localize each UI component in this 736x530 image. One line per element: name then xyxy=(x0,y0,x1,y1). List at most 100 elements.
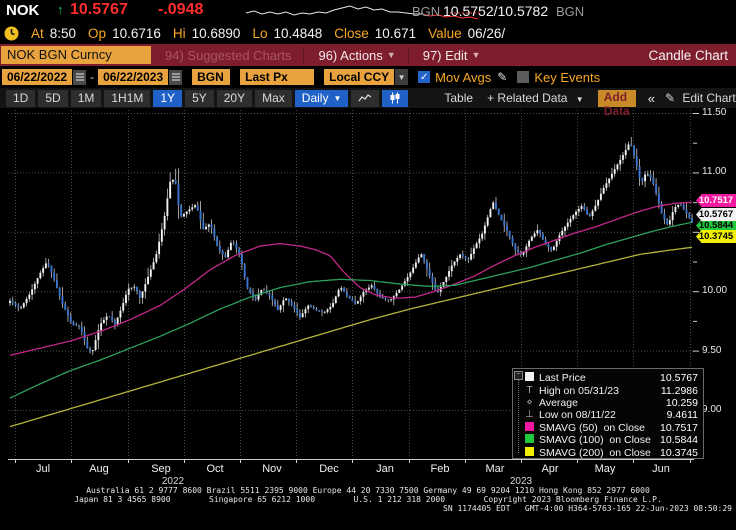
period-20y-button[interactable]: 20Y xyxy=(216,89,253,107)
menu-separator xyxy=(407,47,409,63)
actions-menu[interactable]: 96) Actions xyxy=(318,47,383,63)
legend-rail xyxy=(518,374,519,453)
legend-swatch-icon xyxy=(523,434,536,446)
suggested-charts-item[interactable]: 94) Suggested Charts xyxy=(165,47,292,63)
last-price: 10.5767 xyxy=(70,1,128,18)
footer-session-line: SN 1174405 EDT GMT-4:00 H364-5763-165 22… xyxy=(443,504,732,513)
footer: Australia 61 2 9777 8600 Brazil 5511 239… xyxy=(0,486,736,513)
legend-row[interactable]: Last Price 10.5767 xyxy=(513,372,703,384)
collapse-chevrons[interactable]: « xyxy=(647,90,655,106)
candle-chart-button[interactable] xyxy=(382,89,409,107)
menu-bar: NOK BGN Curncy 94) Suggested Charts 96) … xyxy=(0,44,736,66)
line-chart-button[interactable] xyxy=(351,89,380,107)
legend-label: SMAVG (50) on Close xyxy=(539,421,646,434)
price-field[interactable]: Last Px xyxy=(240,69,315,85)
x-axis-month-label: Sep xyxy=(151,463,171,475)
value-label: Value xyxy=(428,25,462,41)
smavg100-price-tag: 10.5844 xyxy=(696,219,736,232)
legend-row[interactable]: ⊥ Low on 08/11/22 9.4611 xyxy=(513,409,703,421)
legend-row[interactable]: ⋄ Average 10.259 xyxy=(513,397,703,409)
legend-value: 10.3745 xyxy=(660,446,698,459)
calendar-icon[interactable] xyxy=(73,69,87,85)
calendar-icon[interactable] xyxy=(169,69,183,85)
high-label: Hi xyxy=(172,25,186,41)
period-max-button[interactable]: Max xyxy=(255,89,292,107)
ask-source-label: BGN xyxy=(556,4,585,19)
key-events-checkbox[interactable] xyxy=(517,71,530,83)
date-from-input[interactable]: 06/22/2022 xyxy=(2,69,73,85)
y-axis-tick-label: 9.50 xyxy=(702,345,722,356)
legend-label: High on 05/31/23 xyxy=(539,384,619,397)
source-field[interactable]: BGN xyxy=(192,69,231,85)
quote-bar: NOK ↑ 10.5767 -.0948 BGN 10.5752/10.5782… xyxy=(0,0,736,22)
fields-row: 06/22/2022 - 06/22/2023 BGN Last Px Loca… xyxy=(0,66,736,88)
close-value: 10.671 xyxy=(374,25,417,41)
period-1h1m-button[interactable]: 1H1M xyxy=(104,89,151,107)
period-1m-button[interactable]: 1M xyxy=(70,89,102,107)
legend-row[interactable]: T High on 05/31/23 11.2986 xyxy=(513,384,703,397)
period-1y-button[interactable]: 1Y xyxy=(153,89,183,107)
edit-pencil-icon: ✎ xyxy=(664,91,676,105)
mov-avgs-pencil-icon[interactable]: ✎ xyxy=(497,70,508,84)
currency-dropdown-caret-icon[interactable]: ▼ xyxy=(395,69,409,85)
period-5y-button[interactable]: 5Y xyxy=(185,89,214,107)
security-field[interactable]: NOK BGN Curncy xyxy=(1,46,151,64)
x-axis-month-label: Mar xyxy=(485,463,505,475)
legend-value: 10.5767 xyxy=(660,372,698,385)
y-axis-tick-label: 11.50 xyxy=(702,107,727,118)
legend-collapse-icon[interactable]: − xyxy=(514,371,523,380)
x-axis-month-label: Nov xyxy=(262,463,282,475)
intraday-sparkline xyxy=(245,5,482,20)
delayed-clock-icon xyxy=(4,26,19,40)
frequency-dropdown[interactable]: Daily ▼ xyxy=(294,89,349,107)
x-axis-month-label: Feb xyxy=(430,463,450,475)
up-arrow-icon: ↑ xyxy=(57,2,64,17)
legend-row[interactable]: SMAVG (50) on Close 10.7517 xyxy=(513,421,703,434)
related-data-label: + Related Data xyxy=(487,91,568,105)
footer-phone-line: Japan 81 3 4565 8900 Singapore 65 6212 1… xyxy=(74,495,662,504)
x-axis-month-label: Apr xyxy=(541,463,559,475)
mov-avgs-checkbox[interactable]: ✓ xyxy=(418,71,431,83)
chart-legend: − Last Price 10.5767 T High on 05/31/23 11.2… xyxy=(512,368,704,459)
table-button[interactable]: Table xyxy=(444,91,474,105)
period-5d-button[interactable]: 5D xyxy=(38,89,68,107)
date-to-input[interactable]: 06/22/2023 xyxy=(98,69,169,85)
menu-separator xyxy=(303,47,305,63)
close-label: Close xyxy=(334,25,369,41)
footer-phone-line: Australia 61 2 9777 8600 Brazil 5511 239… xyxy=(86,486,650,495)
x-axis-month-label: Aug xyxy=(89,463,109,475)
legend-swatch-icon xyxy=(523,421,536,434)
legend-value: 10.259 xyxy=(665,396,698,409)
smavg50-price-tag: 10.7517 xyxy=(696,194,736,207)
at-time: 8:50 xyxy=(49,25,77,41)
legend-value: 10.5844 xyxy=(660,434,698,447)
related-data-dropdown[interactable]: + Related Data ▼ xyxy=(487,91,584,105)
x-axis-month-label: May xyxy=(594,463,616,475)
frequency-caret-icon: ▼ xyxy=(333,93,342,103)
add-data-button[interactable]: Add Data xyxy=(597,89,636,118)
legend-label: SMAVG (100) on Close xyxy=(539,434,651,447)
legend-value: 10.7517 xyxy=(660,421,698,434)
open-value: 10.6716 xyxy=(112,25,161,41)
currency-select[interactable]: Local CCY xyxy=(324,69,395,85)
legend-row[interactable]: SMAVG (100) on Close 10.5844 xyxy=(513,434,703,446)
edit-chart-button[interactable]: ✎ Edit Chart xyxy=(665,91,736,105)
key-events-label[interactable]: Key Events xyxy=(534,69,601,85)
edit-caret-icon: ▼ xyxy=(471,50,481,60)
x-axis-month-label: Jan xyxy=(376,463,394,475)
high-value: 10.6890 xyxy=(191,25,241,41)
legend-value: 9.4611 xyxy=(666,409,698,422)
legend-high-marker-icon: T xyxy=(526,384,533,396)
price-change: -.0948 xyxy=(158,1,204,18)
y-axis-tick-label: 9.00 xyxy=(702,404,722,415)
last-price-tag: 10.5767 xyxy=(696,208,736,221)
period-1d-button[interactable]: 1D xyxy=(6,89,36,107)
legend-label: Average xyxy=(539,396,578,409)
legend-value: 11.2986 xyxy=(660,384,698,397)
legend-low-marker-icon: ⊥ xyxy=(525,409,534,421)
legend-avg-marker-icon: ⋄ xyxy=(526,396,533,408)
legend-row[interactable]: SMAVG (200) on Close 10.3745 xyxy=(513,446,703,459)
edit-menu[interactable]: 97) Edit xyxy=(422,47,468,63)
mov-avgs-label[interactable]: Mov Avgs xyxy=(435,69,492,85)
